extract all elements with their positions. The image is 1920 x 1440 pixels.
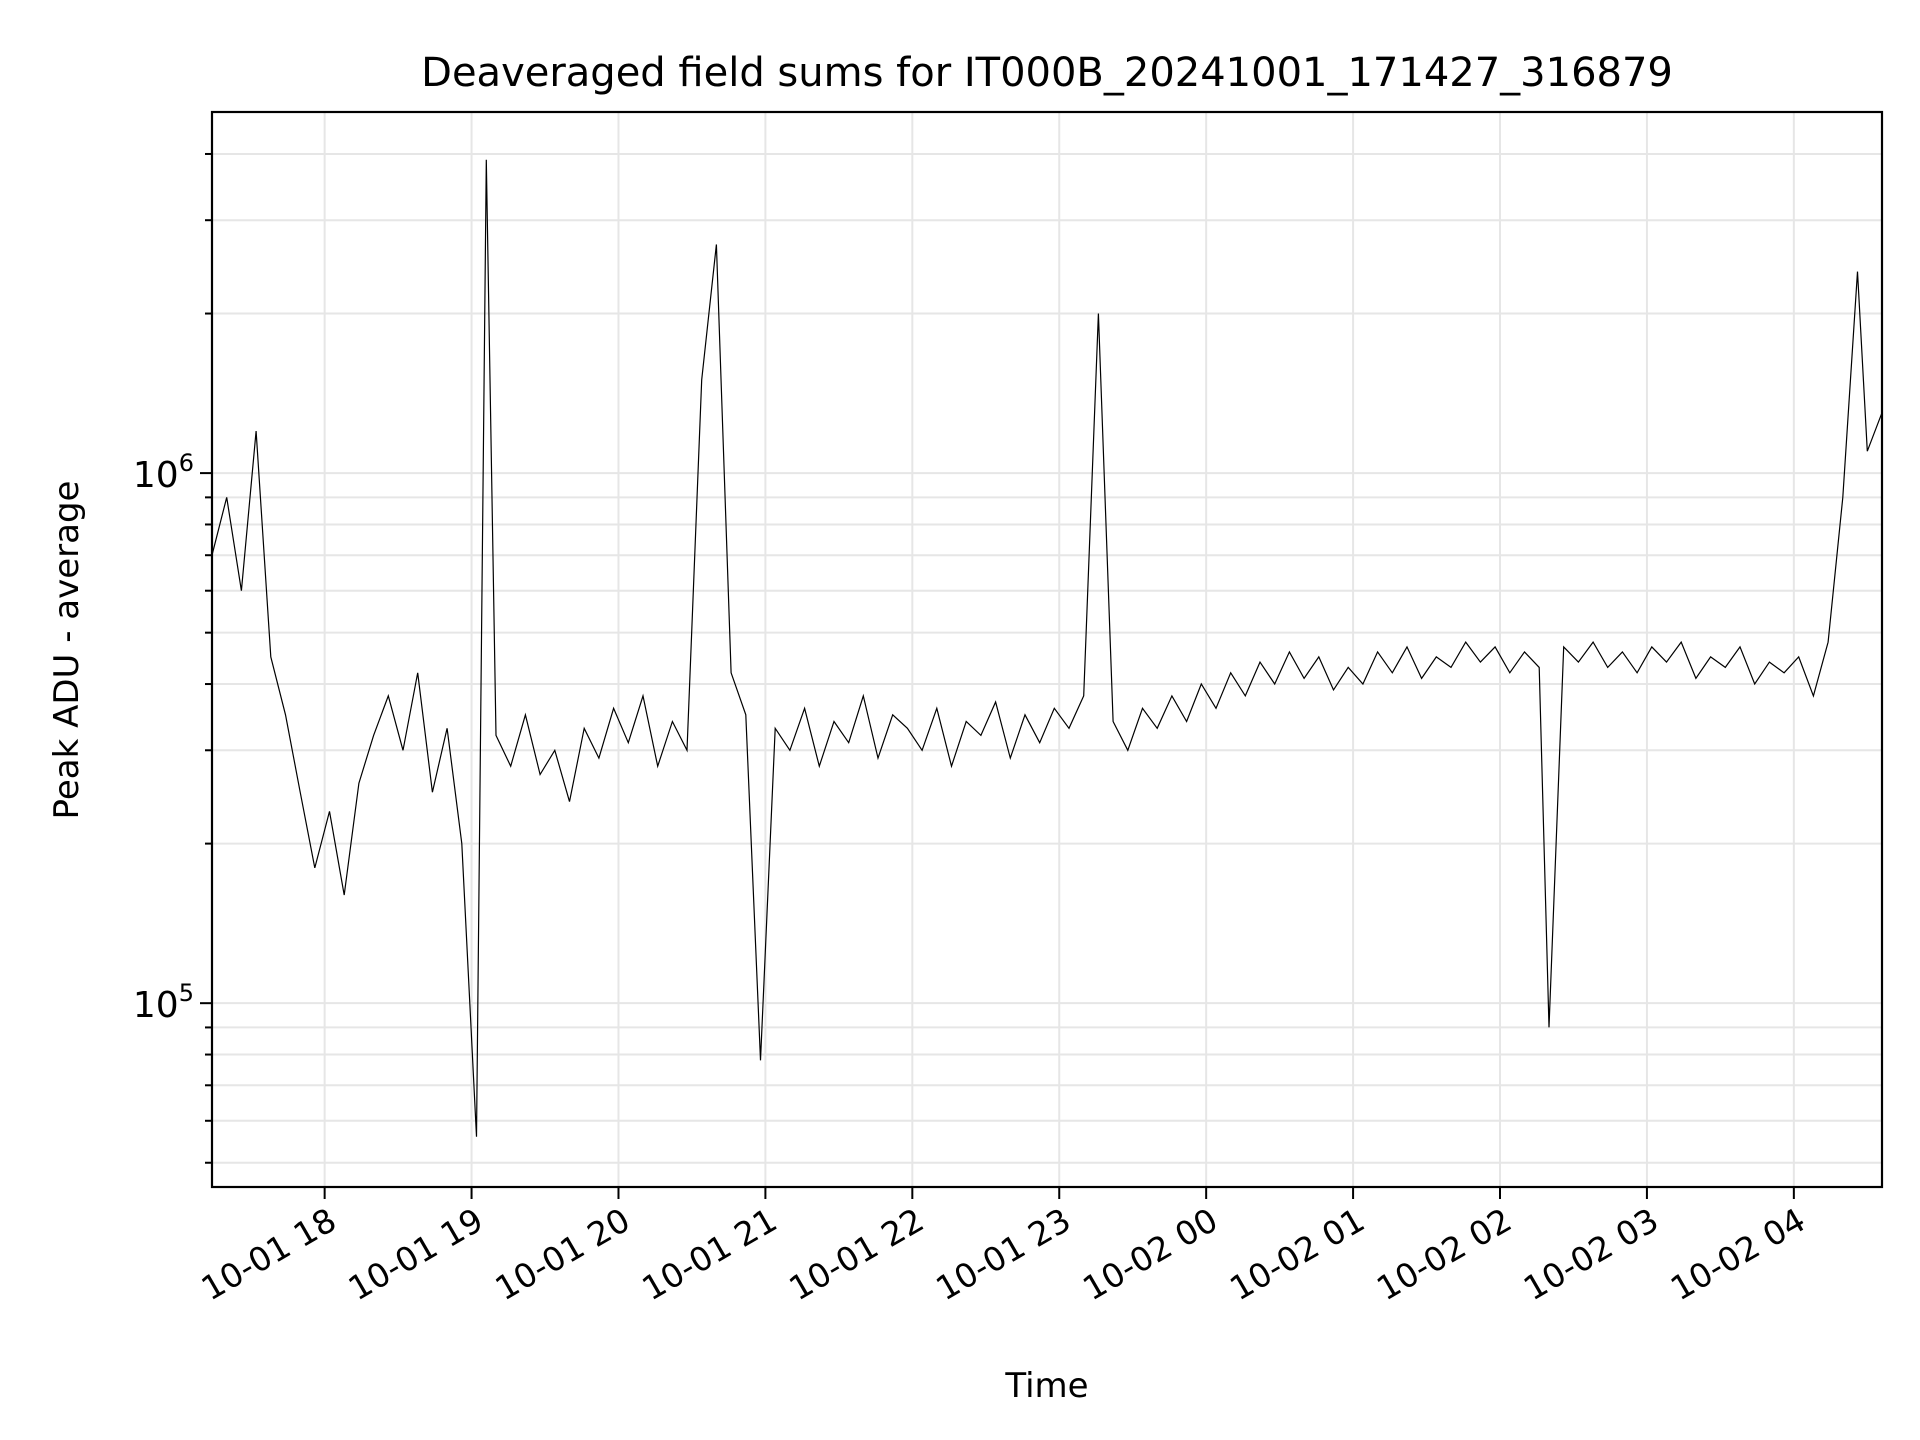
series-line xyxy=(211,159,1883,1137)
chart-title: Deaveraged field sums for IT000B_2024100… xyxy=(421,50,1673,96)
grid xyxy=(212,112,1882,1187)
y-tick-base: 10 xyxy=(133,455,179,496)
y-tick-label: 106 xyxy=(133,449,194,496)
y-tick-label: 105 xyxy=(133,979,194,1026)
x-axis-label: Time xyxy=(1004,1366,1088,1406)
y-tick-base: 10 xyxy=(133,985,179,1026)
series-layer xyxy=(211,159,1883,1137)
y-tick-exponent: 5 xyxy=(179,979,194,1007)
plot-frame xyxy=(210,110,1884,1189)
y-axis-label: Peak ADU - average xyxy=(47,481,87,820)
y-tick-exponent: 6 xyxy=(179,449,194,477)
